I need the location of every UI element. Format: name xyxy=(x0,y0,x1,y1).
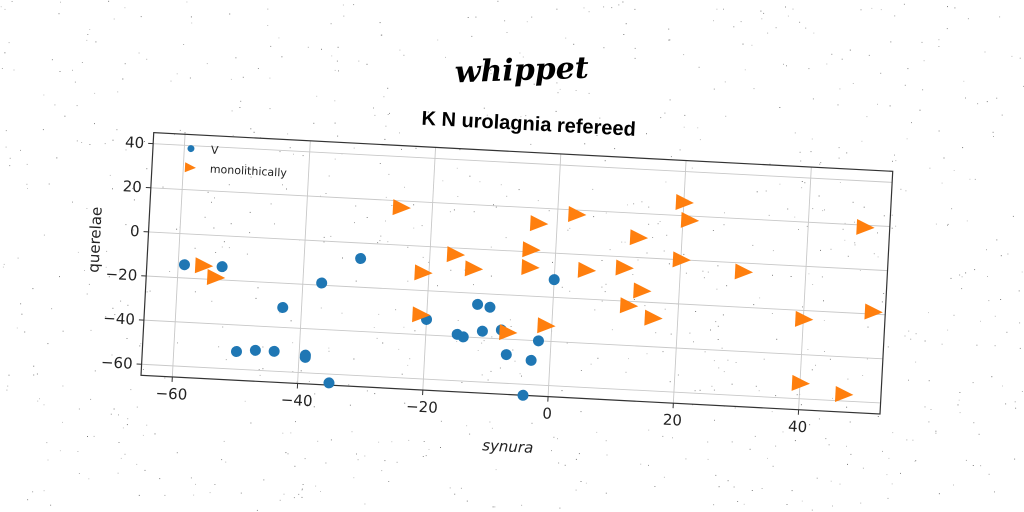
scatter-point xyxy=(464,260,484,277)
y-tick-label: −20 xyxy=(105,265,138,285)
scatter-point xyxy=(522,241,541,258)
scatter-point xyxy=(521,258,540,275)
scatter-point xyxy=(178,259,190,271)
y-grid-line xyxy=(143,319,883,360)
scatter-point xyxy=(672,251,691,268)
y-grid-line xyxy=(150,187,890,227)
plot-frame xyxy=(140,131,894,415)
scatter-point xyxy=(794,310,814,327)
scatter-point xyxy=(323,377,335,389)
chart-title: K N urolagnia refereed xyxy=(421,108,636,141)
scatter-point xyxy=(525,354,537,366)
scatter-point xyxy=(734,263,754,280)
scatter-point xyxy=(484,301,496,313)
grid-lines xyxy=(141,134,893,410)
scatter-point xyxy=(615,259,634,276)
scatter-point xyxy=(680,211,700,228)
y-grid-line xyxy=(153,143,893,183)
scatter-point xyxy=(299,351,311,363)
x-axis-label: synura xyxy=(482,436,534,457)
x-tick-label: −20 xyxy=(406,397,439,417)
scatter-point xyxy=(791,374,810,391)
scatter-point xyxy=(568,206,587,223)
x-axis: −60 −40 −20 0 20 40 xyxy=(155,376,808,436)
legend-label: V xyxy=(211,144,220,157)
scatter-point xyxy=(675,194,694,211)
scatter-point xyxy=(194,257,214,274)
scatter-point xyxy=(529,215,549,232)
scatter-point xyxy=(268,345,280,357)
scatter-plot: K N urolagnia refereed −60 −40 −20 0 20 40 −6… xyxy=(84,108,894,457)
x-grid-line xyxy=(422,147,437,391)
scatter-point xyxy=(316,277,328,289)
scatter-point xyxy=(412,306,431,323)
scatter-point xyxy=(644,309,663,326)
scatter-point xyxy=(856,218,875,235)
scatter-point xyxy=(537,317,556,334)
x-tick-label: 20 xyxy=(662,411,682,430)
x-grid-line xyxy=(297,140,311,384)
scatter-point xyxy=(532,335,544,347)
x-tick-label: 40 xyxy=(788,417,808,436)
scatter-point xyxy=(230,346,242,358)
y-grid-line xyxy=(141,363,881,404)
scatter-point xyxy=(629,229,649,246)
y-tick-label: 40 xyxy=(125,133,145,152)
series-2 xyxy=(194,194,883,402)
scatter-point xyxy=(472,298,484,310)
x-tick-label: 0 xyxy=(542,404,552,422)
scatter-point xyxy=(355,253,367,265)
x-tick-label: −60 xyxy=(155,384,188,404)
scatter-point xyxy=(517,389,529,401)
scatter-point xyxy=(277,302,289,314)
scatter-point xyxy=(834,385,854,402)
y-axis-label: querelae xyxy=(84,206,105,273)
scatter-point xyxy=(633,282,652,299)
scatter-point xyxy=(392,199,411,216)
legend-marker xyxy=(184,162,196,173)
legend-marker xyxy=(187,145,195,153)
y-grid-line xyxy=(148,231,888,272)
scatter-point xyxy=(216,261,228,273)
suptitle: whippet xyxy=(454,51,589,91)
scatter-point xyxy=(476,325,488,337)
y-axis: −60 −40 −20 0 20 40 xyxy=(101,133,154,373)
scatter-point xyxy=(446,246,466,263)
scatter-point xyxy=(414,264,433,281)
x-tick-label: −40 xyxy=(280,391,313,411)
scatter-point xyxy=(619,297,639,314)
y-tick-label: 20 xyxy=(122,177,142,196)
x-grid-line xyxy=(798,167,812,410)
scatter-point xyxy=(249,344,261,356)
scatter-point xyxy=(577,261,597,278)
scatter-point xyxy=(548,274,560,286)
y-grid-line xyxy=(146,275,886,316)
scatter-point xyxy=(499,324,518,341)
x-grid-line xyxy=(171,134,186,377)
legend-label: monolithically xyxy=(210,163,288,180)
scatter-point xyxy=(500,349,512,361)
series-1 xyxy=(178,253,560,401)
y-tick-label: −40 xyxy=(103,309,136,329)
data-marks xyxy=(178,194,883,402)
scatter-point xyxy=(457,331,469,343)
scatter-point xyxy=(864,303,883,320)
y-tick-label: 0 xyxy=(130,222,140,240)
y-tick-label: −60 xyxy=(101,353,134,373)
scatter-point xyxy=(206,269,226,286)
